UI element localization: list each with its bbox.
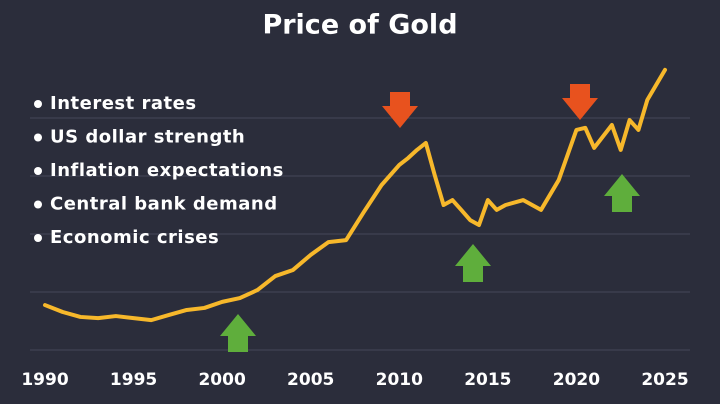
factor-label: US dollar strength (50, 127, 245, 148)
x-tick-label: 2015 (464, 370, 511, 390)
price-line (43, 67, 667, 323)
x-tick-label: 1990 (21, 370, 68, 390)
bullet (34, 100, 42, 108)
up-arrow (455, 244, 491, 282)
plot-area: 1990 1995 2000 2005 2010 2015 2020 2025 (21, 67, 690, 390)
down-arrow (562, 84, 598, 120)
chart-title: Price of Gold (262, 10, 457, 41)
down-arrow (382, 92, 418, 128)
bullet (34, 167, 42, 175)
x-tick-label: 2010 (376, 370, 423, 390)
x-tick-label: 2025 (641, 370, 688, 390)
factor-list: Interest rates US dollar strength Inflatio… (34, 93, 284, 248)
factor-label: Interest rates (50, 93, 197, 114)
x-tick-label: 2020 (553, 370, 600, 390)
factor-label: Central bank demand (50, 194, 278, 215)
up-arrow (220, 314, 256, 352)
factor-label: Inflation expectations (50, 160, 284, 181)
x-tick-label: 2000 (198, 370, 245, 390)
bullet (34, 234, 42, 242)
arrows (220, 84, 640, 352)
up-arrow (604, 174, 640, 212)
x-tick-label: 2005 (287, 370, 334, 390)
factor-label: Economic crises (50, 227, 219, 248)
x-tick-label: 1995 (110, 370, 157, 390)
bullet (34, 200, 42, 209)
bullet (34, 133, 42, 142)
